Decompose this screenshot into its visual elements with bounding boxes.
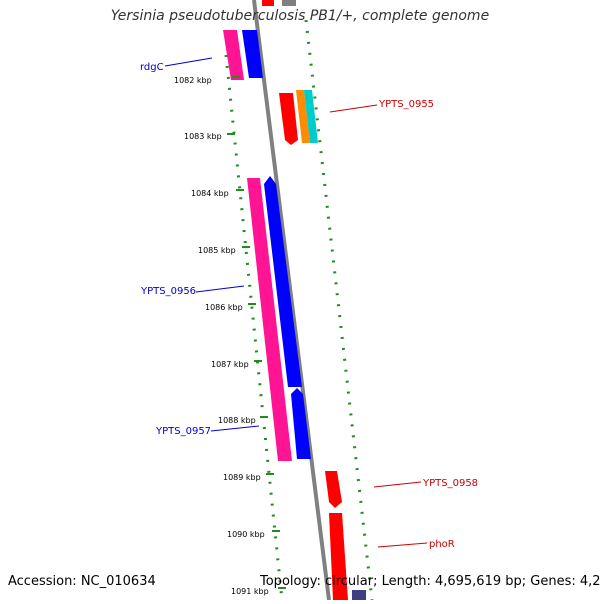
tick-label: 1085 kbp (198, 246, 236, 255)
tick-label: 1084 kbp (191, 189, 229, 198)
label-phoR[interactable]: phoR (429, 539, 455, 550)
gene-ypts0955-orange[interactable] (296, 90, 310, 143)
tick-label: 1091 kbp (231, 587, 269, 596)
gene-ypts0957-magenta[interactable] (247, 178, 292, 461)
rdgC-connector (164, 57, 213, 67)
position-ticks: 1082 kbp 1083 kbp 1084 kbp 1085 kbp 1086… (174, 76, 286, 596)
gene-ypts0956[interactable] (264, 176, 302, 387)
label-ypts0958[interactable]: YPTS_0958 (422, 478, 478, 489)
accession-text: Accession: NC_010634 (8, 574, 156, 589)
gene-rdgC-neighbor[interactable] (242, 30, 263, 78)
ypts0957-connector (210, 425, 260, 432)
tick-label: 1086 kbp (205, 303, 243, 312)
gene-ypts0958[interactable] (325, 471, 342, 508)
label-rdgC[interactable]: rdgC (140, 62, 164, 73)
label-ypts0956[interactable]: YPTS_0956 (140, 286, 196, 297)
ypts0958-connector (373, 481, 422, 488)
gene-ypts0955-cyan[interactable] (304, 90, 318, 143)
ypts0956-connector (195, 285, 245, 293)
label-ypts0957[interactable]: YPTS_0957 (155, 426, 211, 437)
tick-label: 1088 kbp (218, 416, 256, 425)
tick-label: 1082 kbp (174, 76, 212, 85)
map-title: Yersinia pseudotuberculosis PB1/+, compl… (110, 8, 490, 24)
topology-text: Topology: circular; Length: 4,695,619 bp… (260, 574, 600, 589)
tick-label: 1089 kbp (223, 473, 261, 482)
gene-rdgC[interactable] (223, 30, 244, 80)
gene-phoR[interactable] (329, 513, 348, 600)
ypts0955-connector (329, 104, 378, 113)
backbone-line (252, 0, 331, 601)
label-ypts0955[interactable]: YPTS_0955 (378, 99, 434, 110)
gene-ypts0955[interactable] (279, 93, 298, 145)
tick-label: 1083 kbp (184, 132, 222, 141)
phoR-connector (377, 542, 428, 548)
gene-ypts0957[interactable] (291, 388, 311, 459)
gene-partial-top-red[interactable] (262, 0, 274, 6)
tick-label: 1090 kbp (227, 530, 265, 539)
gene-partial-top-grey[interactable] (282, 0, 296, 6)
gene-partial-bottom-slate[interactable] (352, 590, 366, 600)
tick-label: 1087 kbp (211, 360, 249, 369)
